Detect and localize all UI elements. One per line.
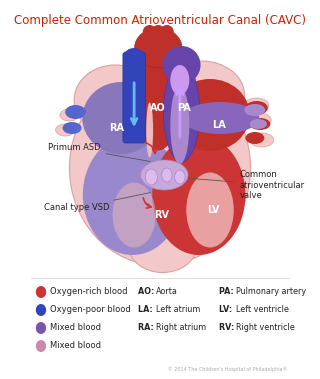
Text: Left ventricle: Left ventricle [236,305,289,315]
Ellipse shape [160,25,174,39]
Ellipse shape [244,104,265,116]
Ellipse shape [170,86,189,164]
Text: LA: LA [212,120,226,130]
Ellipse shape [245,132,264,144]
Ellipse shape [56,124,75,136]
Ellipse shape [244,98,269,112]
Ellipse shape [60,109,79,121]
Text: Right atrium: Right atrium [156,324,206,332]
Ellipse shape [250,133,274,147]
Ellipse shape [151,25,165,39]
Ellipse shape [113,183,156,247]
Text: Left atrium: Left atrium [156,305,200,315]
Ellipse shape [162,168,172,182]
Ellipse shape [136,40,181,150]
Text: RA:: RA: [139,324,157,332]
Text: RA: RA [109,123,124,133]
Text: Primum ASD: Primum ASD [48,144,150,161]
Ellipse shape [170,79,250,151]
Text: © 2014 The Children's Hospital of Philadelphia®: © 2014 The Children's Hospital of Philad… [168,366,288,372]
Text: Mixed blood: Mixed blood [50,324,100,332]
Ellipse shape [145,169,157,185]
Ellipse shape [143,25,156,39]
Circle shape [36,304,46,316]
Text: Common
atrioventricular
valve: Common atrioventricular valve [189,170,304,200]
Text: LV:: LV: [219,305,235,315]
Ellipse shape [181,102,259,134]
Ellipse shape [128,218,197,273]
FancyBboxPatch shape [123,52,145,143]
Ellipse shape [163,46,201,84]
Ellipse shape [74,65,156,135]
Text: Pulmonary artery: Pulmonary artery [236,288,306,296]
Ellipse shape [152,135,245,255]
Ellipse shape [146,102,153,158]
Text: Aorta: Aorta [156,288,178,296]
Text: RV:: RV: [219,324,237,332]
Ellipse shape [83,135,182,255]
Circle shape [36,340,46,352]
Text: Complete Common Atrioventricular Canal (CAVC): Complete Common Atrioventricular Canal (… [14,14,306,27]
Text: Right ventricle: Right ventricle [236,324,295,332]
Ellipse shape [134,28,182,68]
Ellipse shape [186,172,234,247]
Text: LV: LV [207,205,220,215]
Circle shape [36,286,46,298]
Text: Oxygen-rich blood: Oxygen-rich blood [50,288,127,296]
Ellipse shape [250,119,267,129]
Ellipse shape [140,160,188,190]
Text: RV: RV [154,210,169,220]
Ellipse shape [194,227,221,252]
Text: Oxygen-poor blood: Oxygen-poor blood [50,305,130,315]
Text: LA:: LA: [139,305,156,315]
Text: Canal type VSD: Canal type VSD [44,193,150,213]
Text: AO:: AO: [139,288,157,296]
Ellipse shape [82,82,160,154]
Ellipse shape [158,61,244,129]
Ellipse shape [250,118,270,130]
Ellipse shape [65,105,86,119]
Circle shape [36,322,46,334]
Text: Mixed blood: Mixed blood [50,341,100,351]
Text: PA:: PA: [219,288,236,296]
Ellipse shape [247,113,271,127]
Ellipse shape [124,48,144,62]
Text: PA: PA [177,103,191,113]
Ellipse shape [175,170,185,184]
Ellipse shape [170,65,189,95]
Ellipse shape [69,70,251,266]
Ellipse shape [245,101,268,115]
Text: AO: AO [150,103,166,113]
Ellipse shape [62,122,82,134]
Ellipse shape [164,62,200,162]
